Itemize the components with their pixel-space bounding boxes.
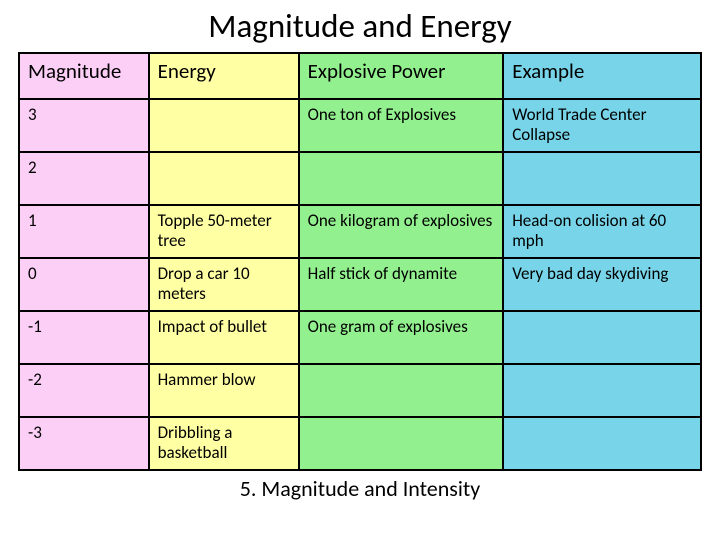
- col-header-explosive: Explosive Power: [299, 53, 504, 99]
- cell-magnitude: -1: [19, 311, 149, 364]
- cell-explosive: One ton of Explosives: [299, 99, 504, 152]
- cell-example: Head-on colision at 60 mph: [503, 205, 701, 258]
- cell-explosive: Half stick of dynamite: [299, 258, 504, 311]
- cell-explosive: One kilogram of explosives: [299, 205, 504, 258]
- cell-example: [503, 417, 701, 470]
- table-header-row: Magnitude Energy Explosive Power Example: [19, 53, 701, 99]
- cell-explosive: One gram of explosives: [299, 311, 504, 364]
- col-header-energy: Energy: [149, 53, 299, 99]
- table-row: 3 One ton of Explosives World Trade Cent…: [19, 99, 701, 152]
- cell-explosive: [299, 417, 504, 470]
- cell-magnitude: 1: [19, 205, 149, 258]
- slide: Magnitude and Energy Magnitude Energy Ex…: [0, 0, 720, 540]
- table-row: -2 Hammer blow: [19, 364, 701, 417]
- slide-title: Magnitude and Energy: [18, 6, 702, 46]
- cell-magnitude: 3: [19, 99, 149, 152]
- table-row: -3 Dribbling a basketball: [19, 417, 701, 470]
- cell-example: [503, 152, 701, 205]
- cell-explosive: [299, 364, 504, 417]
- cell-magnitude: -2: [19, 364, 149, 417]
- col-header-magnitude: Magnitude: [19, 53, 149, 99]
- cell-energy: Hammer blow: [149, 364, 299, 417]
- cell-energy: [149, 99, 299, 152]
- cell-magnitude: -3: [19, 417, 149, 470]
- slide-caption: 5. Magnitude and Intensity: [18, 475, 702, 502]
- cell-energy: Dribbling a basketball: [149, 417, 299, 470]
- table-row: 2: [19, 152, 701, 205]
- table-row: 0 Drop a car 10 meters Half stick of dyn…: [19, 258, 701, 311]
- cell-energy: [149, 152, 299, 205]
- cell-energy: Drop a car 10 meters: [149, 258, 299, 311]
- cell-magnitude: 2: [19, 152, 149, 205]
- col-header-example: Example: [503, 53, 701, 99]
- cell-example: World Trade Center Collapse: [503, 99, 701, 152]
- table-row: 1 Topple 50-meter tree One kilogram of e…: [19, 205, 701, 258]
- cell-example: [503, 364, 701, 417]
- cell-example: Very bad day skydiving: [503, 258, 701, 311]
- magnitude-energy-table: Magnitude Energy Explosive Power Example…: [18, 52, 702, 471]
- cell-magnitude: 0: [19, 258, 149, 311]
- cell-energy: Impact of bullet: [149, 311, 299, 364]
- table-row: -1 Impact of bullet One gram of explosiv…: [19, 311, 701, 364]
- cell-example: [503, 311, 701, 364]
- cell-explosive: [299, 152, 504, 205]
- cell-energy: Topple 50-meter tree: [149, 205, 299, 258]
